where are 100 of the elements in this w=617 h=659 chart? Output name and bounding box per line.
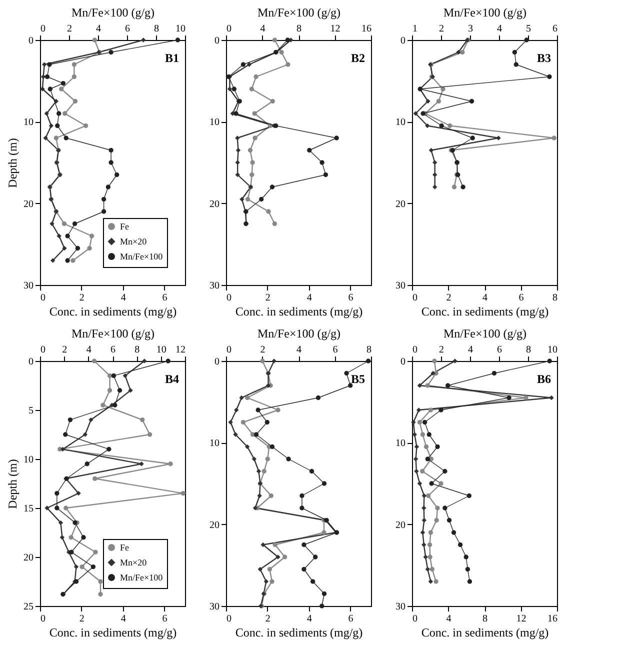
- annotation: B1: [164, 51, 179, 65]
- x-tick-label: 0: [40, 614, 46, 624]
- x-tick-label: 2: [79, 292, 84, 304]
- point: [72, 62, 77, 67]
- x2-tick-label: 4: [86, 344, 92, 356]
- point: [62, 246, 67, 251]
- annotation: B6: [536, 372, 551, 386]
- point: [422, 542, 426, 548]
- point: [552, 136, 556, 140]
- x2-tick-label: 4: [260, 24, 266, 34]
- x2-tick-label: 2: [62, 344, 68, 356]
- x2-tick-label: 12: [176, 344, 186, 356]
- point: [72, 74, 77, 80]
- x-tick-label: 0: [412, 614, 418, 624]
- point: [422, 506, 426, 510]
- point: [260, 542, 266, 548]
- point: [413, 456, 418, 462]
- x2-tick-label: 3: [468, 24, 473, 34]
- point: [440, 86, 446, 92]
- point: [423, 554, 428, 560]
- point: [412, 432, 417, 437]
- point: [252, 111, 257, 116]
- x2-tick-label: 12: [330, 24, 340, 34]
- point: [244, 395, 250, 400]
- x-axis-title: Conc. in sediments (mg/g): [49, 304, 177, 318]
- y-tick-label: 0: [28, 36, 34, 46]
- x-tick-label: 0: [412, 292, 418, 304]
- legend-label: Fe: [120, 542, 130, 552]
- point: [427, 542, 432, 548]
- y-tick-label: 0: [400, 36, 406, 46]
- point: [425, 566, 430, 572]
- x-axis-title: Conc. in sediments (mg/g): [235, 626, 363, 640]
- point: [43, 136, 48, 140]
- y-tick-label: 15: [24, 504, 34, 514]
- point: [436, 98, 441, 104]
- y-tick-label: 25: [24, 602, 34, 612]
- point: [168, 462, 173, 466]
- x-tick-label: 2: [446, 292, 452, 304]
- y-tick-label: 10: [396, 438, 406, 450]
- point: [62, 111, 68, 116]
- point: [70, 258, 76, 263]
- point: [76, 490, 81, 496]
- point: [235, 136, 240, 140]
- y-tick-label: 10: [24, 454, 34, 466]
- point: [244, 444, 250, 450]
- point: [88, 417, 94, 422]
- point: [413, 111, 418, 116]
- point: [250, 160, 255, 165]
- point: [257, 493, 262, 498]
- x2-tick-label: 8: [134, 344, 140, 356]
- x-tick-label: 4: [306, 614, 312, 624]
- x2-tick-label: 0: [40, 24, 46, 34]
- x-tick-label: 0: [226, 292, 232, 304]
- y-tick-label: 20: [396, 198, 406, 210]
- point: [56, 234, 62, 238]
- legend-label: Mn/Fe×100: [120, 252, 164, 262]
- x-tick-label: 4: [482, 292, 488, 304]
- point: [286, 62, 290, 67]
- x2-tick-label: 10: [176, 24, 186, 34]
- y-tick-label: 0: [214, 36, 220, 46]
- point: [430, 566, 434, 572]
- point: [74, 564, 79, 570]
- point: [435, 506, 440, 510]
- point: [272, 542, 278, 548]
- point: [425, 383, 430, 388]
- point: [240, 196, 244, 202]
- point: [264, 579, 269, 584]
- x2-axis-title: Mn/Fe×100 (g/g): [257, 6, 341, 20]
- annotation: B3: [536, 51, 551, 65]
- x-tick-label: 6: [162, 292, 168, 304]
- point: [417, 420, 422, 425]
- x2-tick-label: 10: [548, 344, 558, 356]
- point: [256, 468, 262, 474]
- x-tick-label: 2: [265, 292, 270, 304]
- point: [416, 408, 422, 412]
- x-axis-title: Conc. in sediments (mg/g): [49, 626, 177, 640]
- x2-tick-label: 2: [439, 344, 444, 356]
- point: [460, 50, 465, 55]
- point: [254, 74, 258, 80]
- x2-tick-label: 6: [125, 24, 130, 34]
- point: [266, 383, 271, 388]
- point: [98, 579, 103, 584]
- point: [72, 98, 78, 104]
- point: [266, 209, 271, 214]
- point: [142, 358, 147, 364]
- x2-tick-label: 1: [412, 24, 418, 34]
- x2-tick-label: 0: [40, 344, 46, 356]
- point: [60, 446, 66, 452]
- x2-tick-label: 8: [296, 24, 302, 34]
- point: [422, 493, 426, 498]
- x2-tick-label: 10: [156, 344, 166, 356]
- point: [432, 160, 438, 165]
- point: [98, 592, 103, 597]
- y-tick-label: 30: [396, 602, 406, 612]
- point: [279, 50, 284, 55]
- x2-axis-title: Mn/Fe×100 (g/g): [443, 6, 527, 20]
- point: [234, 408, 239, 412]
- x2-tick-label: 6: [497, 344, 502, 356]
- point: [141, 38, 146, 42]
- point: [48, 123, 54, 128]
